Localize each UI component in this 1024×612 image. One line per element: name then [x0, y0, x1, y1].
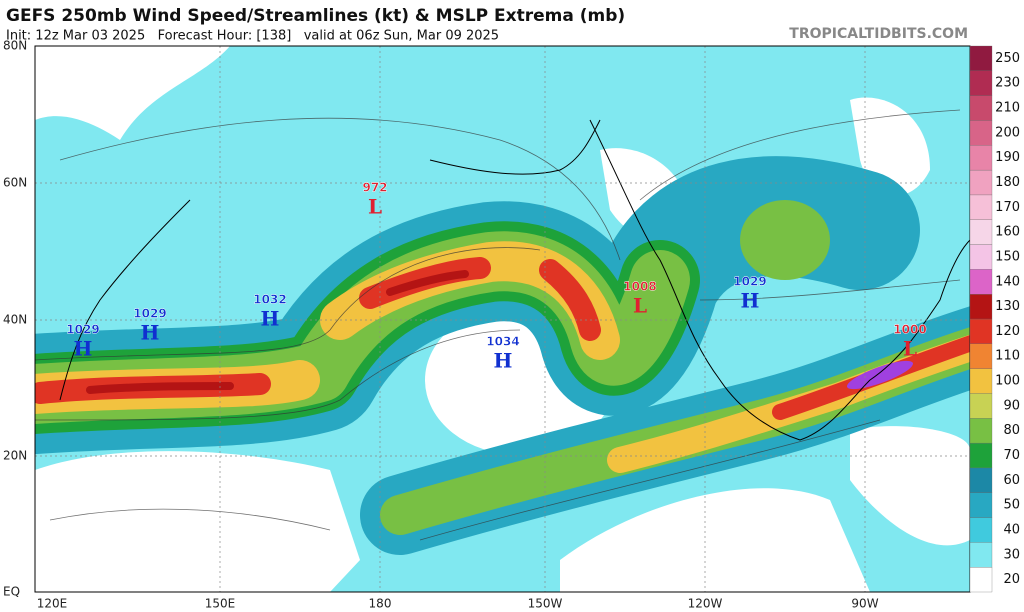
- streamlines: [35, 109, 961, 541]
- colorbar-swatch: [969, 145, 993, 171]
- colorbar-label: 130: [995, 299, 1020, 314]
- site-credit: TROPICALTIDBITS.COM: [789, 26, 968, 42]
- colorbar-swatch: [969, 318, 993, 344]
- lat-label: 20N: [3, 449, 27, 463]
- colorbar-label: 210: [995, 101, 1020, 116]
- lon-label: 120W: [688, 597, 723, 611]
- extremum-value: 1032: [253, 293, 286, 307]
- colorbar-swatch: [969, 169, 993, 196]
- colorbar-swatch: [969, 294, 993, 320]
- colorbar-swatch: [969, 120, 993, 146]
- colorbar-label: 150: [995, 249, 1020, 264]
- colorbar-label: 160: [995, 225, 1020, 240]
- subtitle: Init: 12z Mar 03 2025 Forecast Hour: [13…: [6, 29, 499, 44]
- colorbar-swatch: [969, 442, 993, 469]
- colorbar-label: 70: [1003, 448, 1020, 463]
- extremum-value: 1029: [66, 323, 99, 337]
- colorbar-swatch: [969, 194, 993, 220]
- extremum-symbol: L: [633, 294, 647, 318]
- colorbar-label: 20: [1003, 572, 1020, 587]
- colorbar-label: 120: [995, 324, 1020, 339]
- colorbar-swatch: [969, 269, 993, 295]
- lat-label: 40N: [3, 313, 27, 327]
- colorbar-label: 50: [1003, 498, 1020, 513]
- extremum-symbol: H: [741, 289, 760, 313]
- colorbar-label: 110: [995, 349, 1020, 364]
- extremum-value: 1008: [623, 280, 656, 294]
- extremum-value: 1029: [733, 275, 766, 289]
- lat-label: 60N: [3, 176, 27, 190]
- jet-streams: [35, 156, 970, 555]
- coastlines: [59, 119, 970, 441]
- lon-label: 120E: [37, 597, 68, 611]
- colorbar-swatch: [969, 368, 993, 394]
- graticule: [35, 46, 970, 592]
- extremum-value: 1000: [893, 323, 926, 337]
- colorbar-label: 90: [1003, 398, 1020, 413]
- colorbar-label: 200: [995, 125, 1020, 140]
- colorbar-swatch: [969, 45, 993, 71]
- colorbar-label: 30: [1003, 547, 1020, 562]
- extremum-symbol: H: [74, 337, 93, 361]
- lon-label: 150W: [528, 597, 563, 611]
- colorbar-swatch: [969, 70, 993, 96]
- extremum-value: 1029: [133, 307, 166, 321]
- lat-label: 80N: [3, 39, 27, 53]
- lon-label: 90W: [851, 597, 878, 611]
- colorbar-swatch: [969, 542, 993, 568]
- colorbar-label: 250: [995, 51, 1020, 66]
- colorbar-swatch: [969, 567, 993, 593]
- colorbar-label: 60: [1003, 473, 1020, 488]
- extremum-value: 1034: [486, 335, 519, 349]
- colorbar-swatch: [969, 517, 993, 543]
- colorbar-label: 80: [1003, 423, 1020, 438]
- colorbar-swatch: [969, 219, 993, 245]
- colorbar-swatch: [969, 343, 993, 369]
- overlay: 80N 60N 40N 20N EQ 120E 150E 180 150W 120W 90W 1029…: [3, 39, 1020, 611]
- lon-label: 180: [369, 597, 392, 611]
- colorbar-label: 40: [1003, 522, 1020, 537]
- colorbar-label: 190: [995, 150, 1020, 165]
- lat-label: EQ: [3, 585, 20, 599]
- colorbar-swatch: [969, 244, 993, 270]
- extremum-value: 972: [362, 181, 387, 195]
- colorbar-label: 140: [995, 274, 1020, 289]
- colorbar-swatch: [969, 393, 993, 419]
- colorbar-swatch: [969, 418, 993, 444]
- colorbar-label: 170: [995, 200, 1020, 215]
- extremum-symbol: L: [903, 337, 917, 361]
- map-field: [35, 46, 970, 592]
- colorbar-swatch: [969, 467, 993, 493]
- extremum-symbol: H: [261, 307, 280, 331]
- colorbar-label: 180: [995, 175, 1020, 190]
- colorbar-label: 100: [995, 374, 1020, 389]
- colorbar-swatch: [969, 492, 993, 518]
- extremum-symbol: H: [141, 321, 160, 345]
- title: GEFS 250mb Wind Speed/Streamlines (kt) &…: [6, 6, 625, 26]
- colorbar-label: 230: [995, 76, 1020, 91]
- extremum-symbol: L: [368, 195, 382, 219]
- extremum-symbol: H: [494, 349, 513, 373]
- colorbar-swatch: [969, 95, 993, 121]
- lon-label: 150E: [205, 597, 236, 611]
